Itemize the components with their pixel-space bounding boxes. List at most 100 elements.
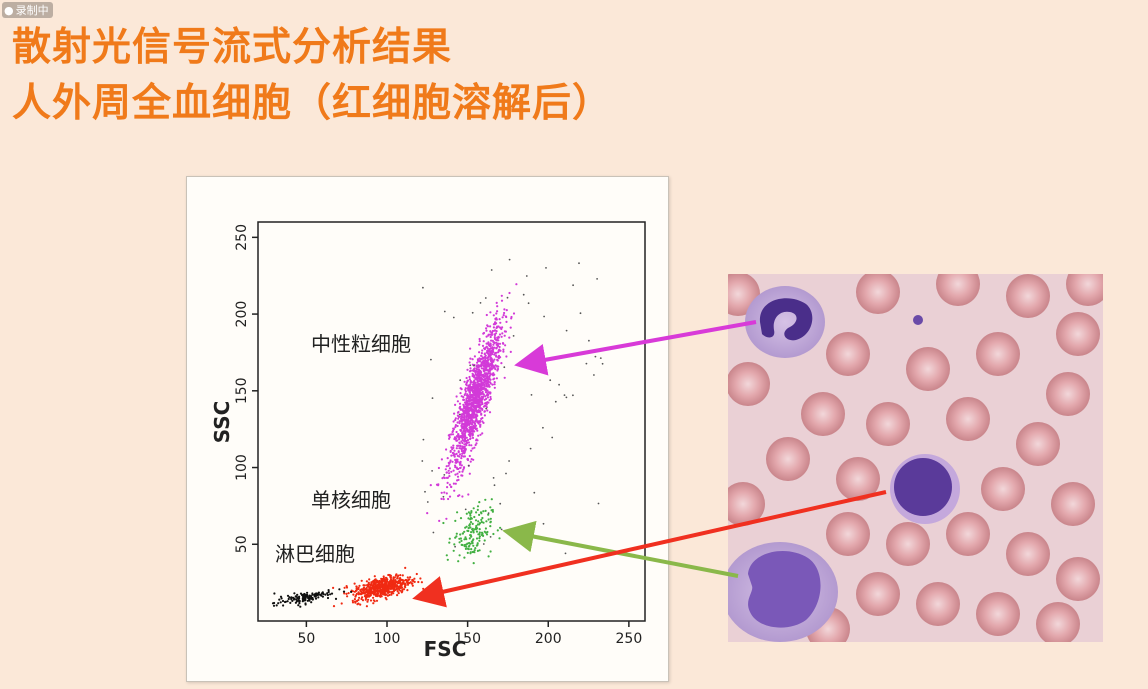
data-point [329,593,332,596]
data-point [486,325,489,328]
x-axis-label: FSC [424,637,467,661]
data-point [478,539,481,542]
data-point [499,526,502,529]
outlier-point [545,267,547,269]
outlier-point [442,495,445,498]
data-point [461,441,464,445]
data-point [363,595,366,598]
data-point [332,586,335,589]
outlier-point [489,536,492,538]
data-point [497,339,500,342]
data-point [473,376,476,379]
data-point [405,580,409,583]
data-point [489,344,492,347]
data-point [488,365,491,368]
data-point [380,585,383,588]
data-point [461,422,464,425]
data-point [489,506,492,509]
data-point [493,336,496,339]
outlier-point [563,394,566,396]
outlier-point [533,491,536,494]
data-point [475,438,478,441]
data-point [464,420,467,423]
data-point [368,594,371,597]
data-point [480,518,483,521]
data-point [467,493,470,496]
data-point [460,413,463,416]
data-point [483,539,486,542]
data-point [501,316,504,319]
data-point [492,348,495,351]
data-point [457,435,461,438]
data-point [345,592,348,595]
data-point [489,354,492,357]
data-point [482,340,485,343]
data-point [478,501,481,504]
data-point [361,596,364,599]
data-point [370,592,373,595]
data-point [466,529,469,532]
data-point [380,583,383,586]
data-point [486,382,489,385]
outlier-point [599,357,602,359]
data-point [463,433,466,436]
data-point [489,521,492,524]
data-point [476,404,479,407]
data-point [496,342,500,345]
data-point [458,554,461,557]
data-point [475,396,478,399]
data-point [454,482,457,485]
chart-frame: 50 100 150 200 250 50 100 150 200 250 FSC SSC 中性… [186,176,669,682]
data-point [498,345,501,349]
data-point [482,331,486,335]
data-point [472,507,475,510]
data-point [476,383,479,386]
outlier-point [464,508,467,511]
data-point [473,398,477,401]
data-point [468,426,471,429]
data-point [463,538,466,541]
data-point [492,378,495,381]
x-tick-label: 250 [616,631,643,647]
data-point [407,578,410,581]
data-point [474,408,477,411]
data-point [446,486,449,489]
data-point [485,380,488,383]
data-point [490,498,493,501]
data-point [495,322,498,325]
data-point [477,373,480,376]
outlier-point [530,394,533,396]
data-point [467,389,470,392]
data-point [392,590,395,593]
data-point [448,467,451,470]
data-point [445,476,449,479]
outlier-point [503,366,506,369]
data-point [486,378,489,381]
data-point [505,309,508,312]
red-blood-cell [1046,372,1090,416]
data-point [448,537,451,540]
data-point [365,605,368,608]
data-point [479,376,482,379]
data-point [286,600,289,603]
data-point [473,355,476,358]
data-point [482,367,485,370]
data-point [385,577,388,580]
red-blood-cell [826,332,870,376]
data-point [466,430,470,433]
data-point [449,449,452,453]
data-point [474,443,477,447]
data-point [477,364,480,367]
data-point [448,472,451,475]
outlier-point [508,258,511,261]
data-point [477,434,480,437]
x-tick-label: 50 [297,631,315,647]
data-point [508,336,511,339]
data-point [406,576,409,579]
data-point [458,422,461,425]
data-point [444,468,447,471]
data-point [311,592,314,595]
data-point [454,438,457,441]
data-point [468,444,471,447]
data-point [468,370,472,373]
